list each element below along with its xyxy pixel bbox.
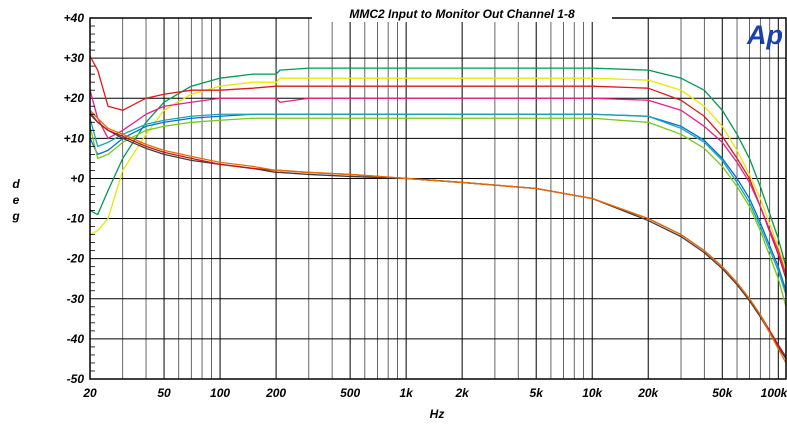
x-tick-label: 100: [210, 386, 230, 400]
series-line-6: [89, 113, 787, 295]
y-tick-labels: +40 +30 +20 +10 +0 -10 -20 -30 -40 -50: [64, 11, 85, 386]
y-tick-label: +0: [70, 171, 84, 185]
y-tick-label: -50: [67, 372, 85, 386]
series-line-1: [89, 67, 787, 267]
series-line-8: [89, 113, 787, 360]
x-axis-label: Hz: [430, 407, 445, 421]
x-tick-label: 100k: [761, 386, 787, 400]
series-line-7: [89, 117, 787, 307]
series-layer: [89, 55, 787, 364]
series-line-5: [89, 113, 787, 291]
x-tick-label: 20k: [637, 386, 659, 400]
y-tick-label: +30: [64, 51, 85, 65]
series-line-10: [89, 109, 787, 364]
y-tick-label: -40: [67, 332, 85, 346]
chart-title: MMC2 Input to Monitor Out Channel 1-8: [349, 7, 575, 21]
x-tick-label: 5k: [530, 386, 545, 400]
plot-frame: [89, 17, 787, 380]
ap-logo: Ap: [746, 20, 783, 50]
title-background: [312, 5, 612, 22]
x-tick-label: 50k: [712, 386, 733, 400]
x-tick-label: 200: [265, 386, 286, 400]
axis-minor-ticks: [90, 25, 95, 372]
series-line-3: [89, 55, 787, 279]
y-tick-label: -30: [67, 292, 85, 306]
y-tick-label: +10: [64, 131, 85, 145]
x-tick-label: 2k: [454, 386, 470, 400]
y-tick-label: -20: [67, 252, 85, 266]
x-tick-label: 500: [340, 386, 360, 400]
x-tick-label: 20: [82, 386, 97, 400]
series-line-2: [89, 77, 787, 271]
series-line-4: [89, 90, 787, 275]
y-tick-label: +40: [64, 11, 85, 25]
x-tick-label: 50: [157, 386, 171, 400]
x-tick-label: 10k: [582, 386, 603, 400]
y-tick-label: +20: [64, 91, 85, 105]
y-tick-label: -10: [67, 212, 85, 226]
x-tick-label: 1k: [399, 386, 414, 400]
major-gridlines: [90, 18, 786, 379]
x-tick-labels: 20 50 100 200 500 1k 2k 5k 10k 20k 50k 100k: [82, 386, 787, 400]
